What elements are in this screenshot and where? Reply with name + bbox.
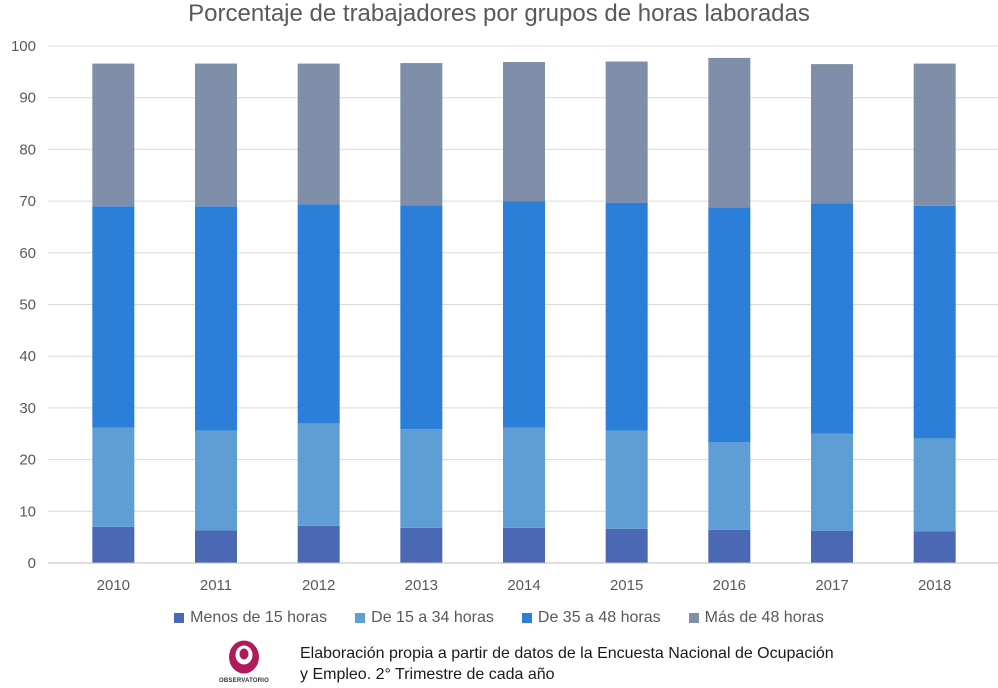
bar-segment xyxy=(92,63,135,207)
bar-segment xyxy=(195,430,237,531)
bar-segment xyxy=(913,531,956,563)
bar-segment xyxy=(297,423,340,526)
y-tick-label: 70 xyxy=(19,193,36,210)
bar-segment xyxy=(92,526,135,563)
legend-item: De 35 a 48 horas xyxy=(521,606,661,630)
y-tick-label: 30 xyxy=(19,400,36,417)
legend-label: Más de 48 horas xyxy=(704,609,824,626)
y-tick-label: 0 xyxy=(28,555,36,572)
bar-segment xyxy=(605,528,648,563)
bar-segment xyxy=(400,205,443,430)
x-tick-label: 2013 xyxy=(405,577,438,594)
source-note: Elaboración propia a partir de datos de … xyxy=(300,643,940,685)
x-tick-label: 2017 xyxy=(815,577,848,594)
chart-title: Porcentaje de trabajadores por grupos de… xyxy=(188,0,810,27)
x-tick-label: 2018 xyxy=(918,577,951,594)
bar-segment xyxy=(503,427,545,528)
bar-segment xyxy=(708,57,751,208)
legend-swatch xyxy=(688,613,699,623)
bar-segment xyxy=(400,527,443,563)
legend-item: Menos de 15 horas xyxy=(174,606,327,630)
bar-segment xyxy=(811,203,853,434)
bar-segment xyxy=(708,529,751,563)
legend-label: Menos de 15 horas xyxy=(190,609,328,626)
y-tick-label: 40 xyxy=(19,348,36,365)
bar-segment xyxy=(913,63,956,206)
x-tick-label: 2010 xyxy=(97,577,130,594)
bar-segment xyxy=(195,206,237,431)
x-tick-label: 2012 xyxy=(302,577,335,594)
bar-segment xyxy=(708,442,751,530)
legend-label: De 15 a 34 horas xyxy=(371,609,494,626)
legend-item: De 15 a 34 horas xyxy=(355,606,494,630)
bar-segment xyxy=(400,63,443,206)
legend-swatch xyxy=(521,613,532,623)
bar-segment xyxy=(811,530,853,563)
x-tick-label: 2011 xyxy=(200,577,232,594)
y-tick-label: 90 xyxy=(19,90,36,107)
bar-segment xyxy=(503,62,545,202)
bar-segment xyxy=(92,206,135,428)
y-tick-label: 50 xyxy=(19,297,36,314)
legend-label: De 35 a 48 horas xyxy=(537,609,661,626)
y-tick-label: 80 xyxy=(19,141,36,158)
bar-segment xyxy=(913,438,956,532)
legend: Menos de 15 horas De 15 a 34 horas De 35… xyxy=(0,606,998,630)
bar-segment xyxy=(195,530,237,563)
bar-segment xyxy=(913,205,956,439)
y-tick-label: 60 xyxy=(19,245,36,262)
observatorio-logo: OBSERVATORIO xyxy=(218,640,269,688)
bar-segment xyxy=(297,525,340,563)
bar-segment xyxy=(297,204,340,424)
legend-item: Más de 48 horas xyxy=(688,606,824,630)
legend-swatch xyxy=(174,613,185,623)
source-line: y Empleo. 2° Trimestre de cada año xyxy=(300,666,555,683)
bar-segment xyxy=(811,64,853,204)
axes: 0 10 20 30 40 50 60 70 80 90 100 2010 2011 2012 2013 20… xyxy=(11,38,998,594)
bar-segment xyxy=(400,429,443,528)
bars xyxy=(92,57,956,563)
bar-segment xyxy=(92,427,135,527)
bar-segment xyxy=(605,202,648,431)
source-line: Elaboración propia a partir de datos de … xyxy=(300,645,834,662)
legend-swatch xyxy=(355,613,366,623)
bar-segment xyxy=(503,527,545,563)
y-tick-label: 100 xyxy=(11,38,36,55)
bar-segment xyxy=(195,63,237,207)
footer: OBSERVATORIO Elaboración propia a partir… xyxy=(218,640,978,686)
logo-wordmark: OBSERVATORIO xyxy=(219,678,269,684)
y-tick-label: 10 xyxy=(19,503,36,520)
bar-segment xyxy=(297,63,340,205)
x-tick-label: 2015 xyxy=(610,577,643,594)
bar-segment xyxy=(605,61,648,203)
x-tick-label: 2016 xyxy=(713,577,746,594)
y-tick-label: 20 xyxy=(19,452,36,469)
bar-segment xyxy=(605,430,648,529)
chart-plot: 0 10 20 30 40 50 60 70 80 90 100 2010 2011 2012 2013 20… xyxy=(11,38,998,594)
bar-segment xyxy=(811,433,853,531)
bar-segment xyxy=(708,207,751,443)
x-tick-label: 2014 xyxy=(507,577,540,594)
observatorio-logo-icon xyxy=(229,640,259,674)
bar-segment xyxy=(503,201,545,428)
